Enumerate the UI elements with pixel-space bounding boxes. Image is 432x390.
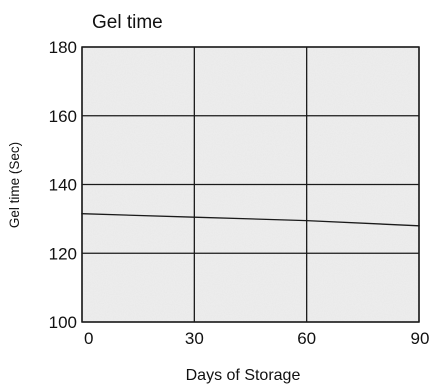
data-point-0-1 — [193, 216, 196, 218]
y-tick-label-140: 140 — [49, 176, 77, 195]
series-layer — [81, 212, 420, 227]
y-tick-label-180: 180 — [49, 38, 77, 57]
data-point-0-0 — [81, 212, 83, 215]
y-axis-ticks: 180 160 140 120 100 — [49, 38, 77, 332]
plot-border — [81, 46, 420, 323]
x-tick-label-0: 0 — [84, 329, 93, 348]
x-tick-label-60: 60 — [297, 329, 316, 348]
x-tick-label-90: 90 — [411, 329, 430, 348]
y-tick-label-160: 160 — [49, 107, 77, 126]
series-line-0 — [81, 213, 420, 227]
data-point-0-2 — [305, 219, 308, 222]
x-tick-label-30: 30 — [185, 329, 204, 348]
y-axis-label: Gel time (Sec) — [7, 142, 22, 228]
y-tick-label-100: 100 — [49, 313, 77, 332]
data-point-0-3 — [418, 224, 420, 227]
y-tick-label-120: 120 — [49, 244, 77, 263]
grid-lines — [81, 46, 420, 323]
x-axis-ticks: 0 30 60 90 — [84, 329, 429, 348]
x-axis-label: Days of Storage — [186, 367, 301, 384]
chart-title: Gel time — [92, 12, 163, 33]
